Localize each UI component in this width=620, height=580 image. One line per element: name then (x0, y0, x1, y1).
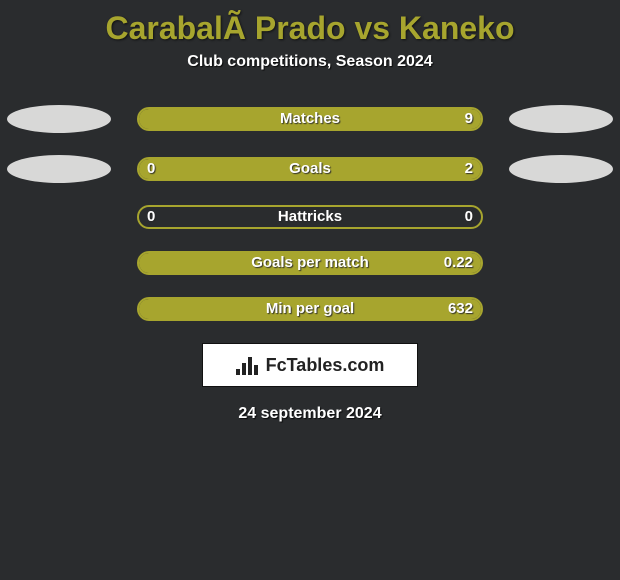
stat-right-value: 9 (465, 109, 473, 129)
bar-chart-icon (236, 355, 260, 375)
stat-label: Goals per match (139, 253, 481, 273)
stat-right-value: 0.22 (444, 253, 473, 273)
stat-bar: 0Goals2 (137, 157, 483, 181)
stat-row: Goals per match0.22 (0, 251, 620, 275)
stat-row: 0Hattricks0 (0, 205, 620, 229)
player-left-ellipse (7, 105, 111, 133)
stat-row: Min per goal632 (0, 297, 620, 321)
stat-right-value: 632 (448, 299, 473, 319)
stat-bar: Goals per match0.22 (137, 251, 483, 275)
stat-right-value: 0 (465, 207, 473, 227)
page-title: CarabalÃ Prado vs Kaneko (0, 0, 620, 53)
stat-label: Hattricks (139, 207, 481, 227)
stat-label: Matches (139, 109, 481, 129)
stat-label: Goals (139, 159, 481, 179)
badge-text: FcTables.com (266, 355, 385, 376)
subtitle: Club competitions, Season 2024 (0, 53, 620, 71)
stat-bar: Matches9 (137, 107, 483, 131)
stat-bar: Min per goal632 (137, 297, 483, 321)
player-right-ellipse (509, 155, 613, 183)
player-left-ellipse (7, 155, 111, 183)
player-right-ellipse (509, 105, 613, 133)
stat-row: 0Goals2 (0, 155, 620, 183)
stat-row: Matches9 (0, 105, 620, 133)
stat-label: Min per goal (139, 299, 481, 319)
date-text: 24 september 2024 (0, 405, 620, 423)
fctables-badge[interactable]: FcTables.com (202, 343, 418, 387)
stat-bar: 0Hattricks0 (137, 205, 483, 229)
stat-right-value: 2 (465, 159, 473, 179)
